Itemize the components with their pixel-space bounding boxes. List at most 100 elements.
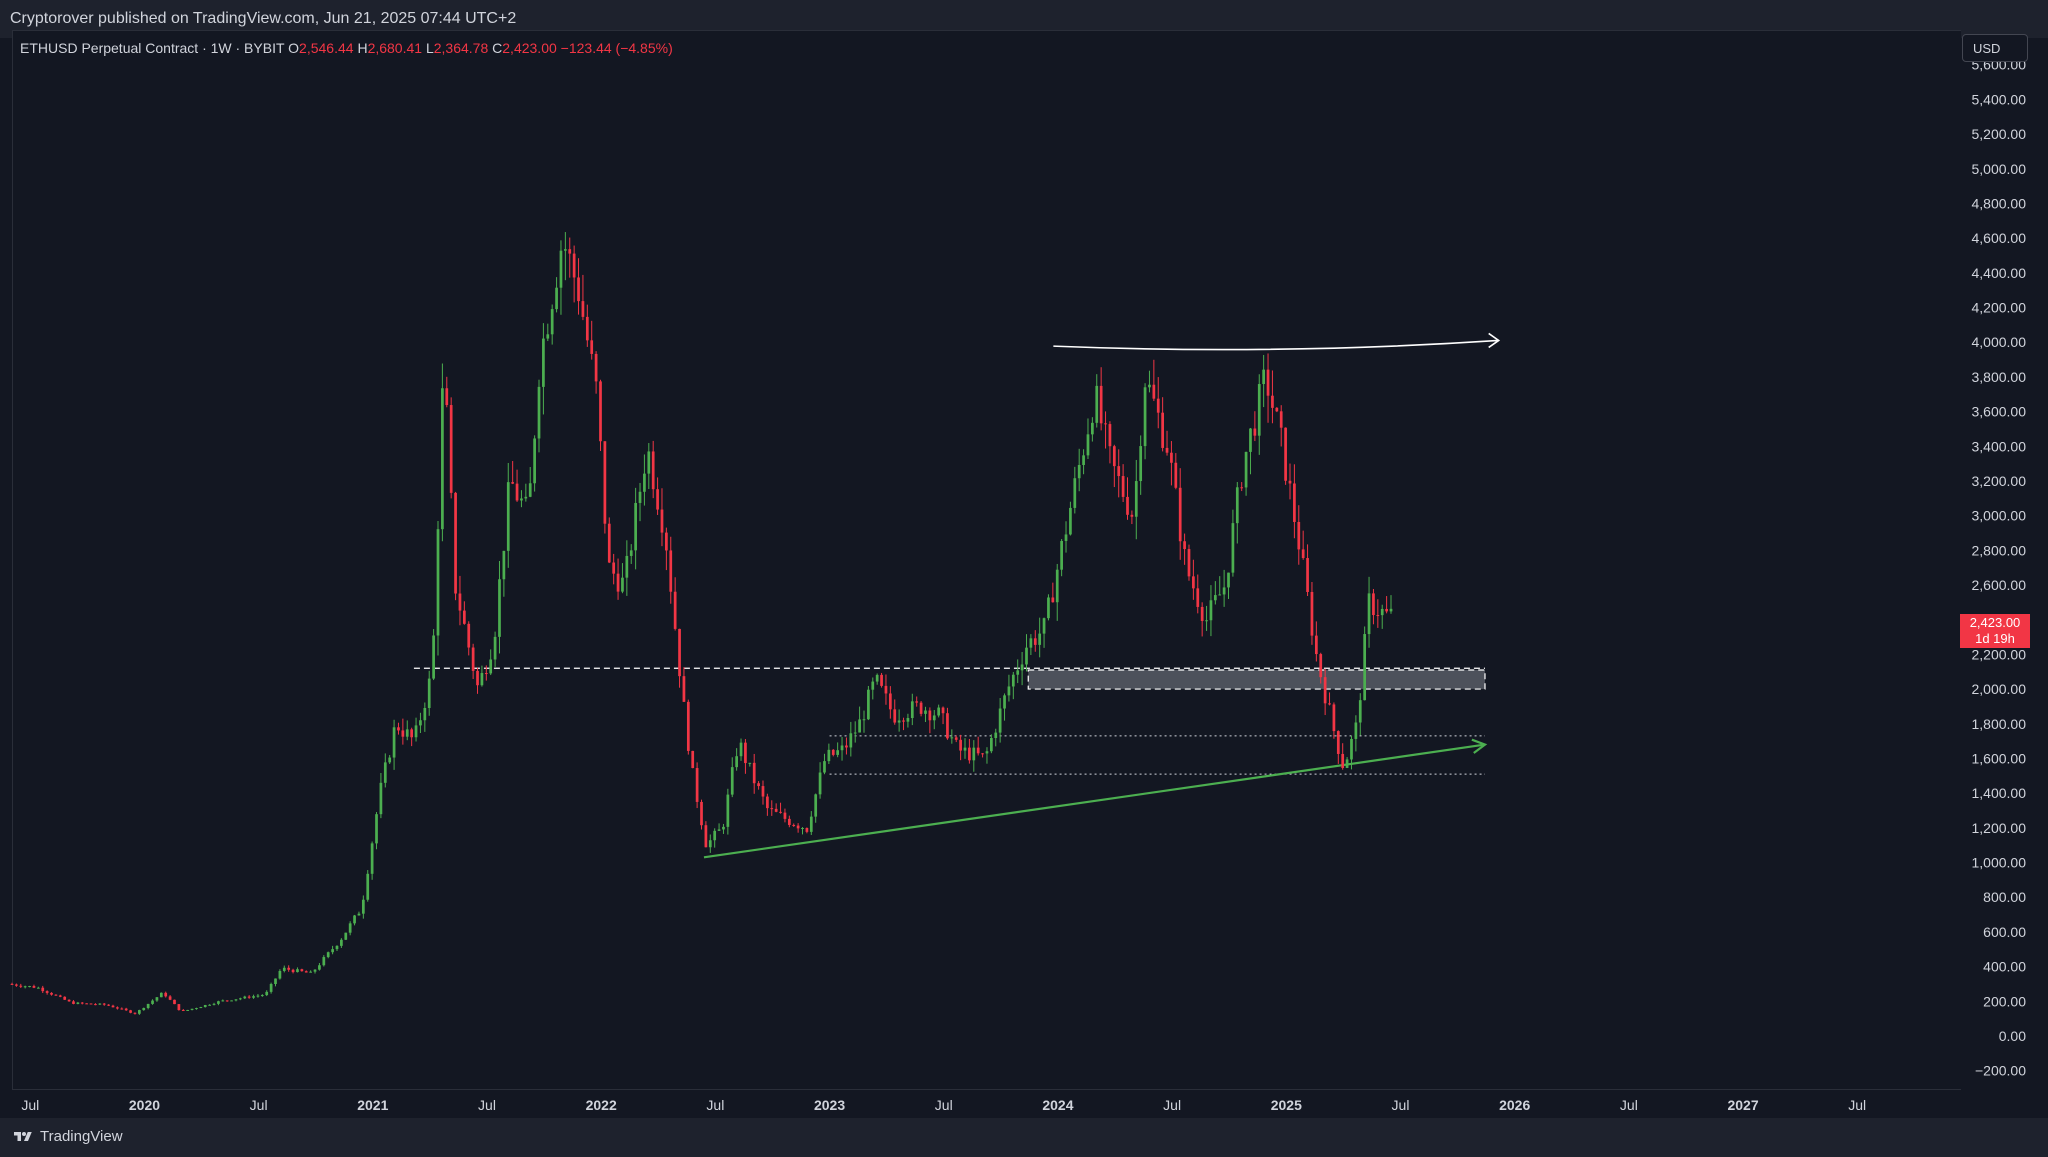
candle-body	[151, 1000, 154, 1004]
time-tick-label: Jul	[1848, 1097, 1866, 1113]
price-tick-label: 5,400.00	[1972, 91, 2027, 107]
candle-body	[809, 816, 813, 832]
price-tick-label: 1,200.00	[1972, 820, 2027, 836]
candle-body	[1143, 387, 1147, 447]
price-tick-label: 4,600.00	[1972, 230, 2027, 246]
bar-countdown: 1d 19h	[1975, 631, 2015, 646]
candle-body	[159, 992, 163, 998]
candle-body	[190, 1008, 194, 1010]
candle-body	[217, 1001, 220, 1004]
candle-body	[1306, 558, 1309, 592]
candle-body	[577, 277, 580, 302]
candle-body	[361, 899, 365, 914]
candle-body	[1183, 541, 1186, 550]
candle-body	[445, 388, 449, 406]
candle-body	[629, 550, 633, 556]
candle-body	[410, 729, 414, 738]
symbol-legend: ETHUSD Perpetual Contract · 1W · BYBIT O…	[20, 40, 673, 56]
candle-body	[906, 718, 910, 722]
candle-body	[1249, 428, 1252, 452]
candle-body	[247, 996, 251, 998]
candle-body	[634, 502, 637, 551]
candle-body	[994, 732, 998, 739]
symbol-name: ETHUSD Perpetual Contract · 1W · BYBIT	[20, 40, 285, 56]
candle-body	[1042, 618, 1046, 634]
candle-body	[498, 579, 501, 637]
candle-body	[85, 1003, 89, 1005]
resistance-arrow	[1488, 332, 1501, 349]
candle-body	[155, 997, 159, 1001]
candle-body	[1104, 423, 1107, 425]
support-trendline	[703, 743, 1486, 859]
candle-body	[814, 794, 818, 817]
candle-body	[1227, 572, 1230, 588]
time-tick-label: Jul	[478, 1097, 496, 1113]
support-zone	[1027, 669, 1486, 690]
candle-body	[1161, 412, 1164, 448]
candle-body	[269, 983, 273, 992]
candle-body	[1121, 476, 1125, 497]
candle-body	[441, 388, 444, 530]
chart-pane[interactable]	[12, 30, 1961, 1090]
candle-body	[120, 1008, 124, 1010]
candle-body	[695, 768, 699, 802]
candle-body	[884, 685, 888, 694]
candle-body	[353, 915, 356, 924]
candle-body	[682, 676, 686, 702]
candle-body	[1200, 606, 1204, 621]
price-tick-label: 2,000.00	[1972, 681, 2027, 697]
candle-body	[186, 1009, 190, 1011]
candle-body	[831, 749, 835, 755]
currency-selector[interactable]: USD	[1962, 34, 2028, 62]
time-tick-label: Jul	[935, 1097, 953, 1113]
candle-body	[976, 747, 980, 754]
candle-body	[111, 1005, 115, 1008]
candle-body	[116, 1007, 119, 1009]
candle-body	[370, 843, 374, 874]
candle-body	[392, 727, 396, 758]
candle-body	[405, 729, 409, 737]
candle-body	[559, 250, 563, 288]
candle-body	[41, 987, 45, 992]
candle-body	[1152, 384, 1156, 399]
candle-body	[432, 635, 435, 679]
candle-body	[146, 1003, 150, 1009]
candle-body	[555, 287, 558, 310]
candle-body	[1314, 635, 1318, 655]
candle-body	[528, 483, 532, 497]
price-tick-label: 2,200.00	[1972, 646, 2027, 662]
candle-body	[58, 995, 62, 997]
candle-body	[823, 761, 826, 773]
candle-body	[656, 489, 659, 510]
candle-body	[660, 509, 664, 533]
candle-body	[388, 757, 392, 763]
last-price-tag: 2,423.00 1d 19h	[1960, 614, 2030, 648]
price-axis-labels: −200.00 0.00 200.00 400.00 600.00 800.00 1,000…	[1972, 57, 2027, 1079]
candle-body	[954, 737, 958, 740]
candle-body	[972, 747, 976, 761]
candle-body	[871, 681, 875, 690]
candle-body	[585, 316, 589, 341]
candle-body	[651, 451, 655, 490]
candle-body	[94, 1004, 97, 1006]
candle-body	[1055, 569, 1059, 603]
candle-body	[1126, 496, 1129, 515]
candle-body	[1279, 411, 1283, 428]
candle-body	[590, 340, 594, 354]
price-tick-label: 200.00	[1983, 993, 2026, 1009]
candle-body	[1148, 384, 1151, 388]
candle-body	[239, 998, 242, 1000]
candle-body	[493, 636, 497, 660]
candle-body	[1345, 759, 1349, 768]
candle-body	[761, 786, 765, 797]
candle-body	[840, 745, 844, 751]
price-tick-label: 3,800.00	[1972, 369, 2027, 385]
price-tick-label: 3,600.00	[1972, 404, 2027, 420]
candle-body	[1372, 593, 1375, 616]
time-tick-label: 2026	[1499, 1097, 1530, 1113]
candle-body	[1117, 466, 1121, 477]
candle-body	[730, 767, 734, 795]
tradingview-logo[interactable]: TradingView	[12, 1128, 123, 1145]
candle-body	[858, 719, 861, 733]
